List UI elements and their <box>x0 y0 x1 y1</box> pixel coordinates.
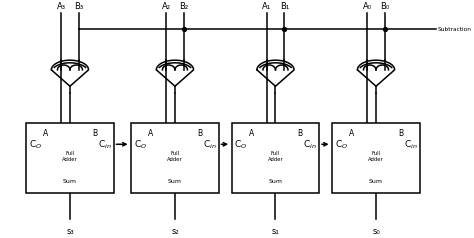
Text: A₀: A₀ <box>363 2 372 11</box>
Text: A: A <box>43 129 48 138</box>
Text: Full
Adder: Full Adder <box>167 151 183 162</box>
Text: B₀: B₀ <box>380 2 390 11</box>
Text: s₃: s₃ <box>66 227 74 236</box>
Text: C$_{in}$: C$_{in}$ <box>404 138 418 150</box>
Text: s₂: s₂ <box>171 227 179 236</box>
Text: s₁: s₁ <box>272 227 279 236</box>
Bar <box>131 123 219 193</box>
Text: B: B <box>398 129 403 138</box>
Text: C$_{in}$: C$_{in}$ <box>303 138 317 150</box>
Text: C$_O$: C$_O$ <box>234 138 247 150</box>
Text: A₃: A₃ <box>56 2 65 11</box>
Text: A₁: A₁ <box>262 2 271 11</box>
Text: C$_O$: C$_O$ <box>335 138 348 150</box>
Text: B: B <box>92 129 97 138</box>
Text: Sum: Sum <box>369 179 383 184</box>
Text: Sum: Sum <box>168 179 182 184</box>
Text: C$_O$: C$_O$ <box>28 138 42 150</box>
Text: A: A <box>248 129 254 138</box>
Text: Sum: Sum <box>63 179 77 184</box>
Text: C$_{in}$: C$_{in}$ <box>98 138 112 150</box>
Text: B₂: B₂ <box>179 2 189 11</box>
Text: A: A <box>349 129 354 138</box>
Text: s₀: s₀ <box>372 227 380 236</box>
Text: Full
Adder: Full Adder <box>368 151 384 162</box>
Text: Full
Adder: Full Adder <box>62 151 78 162</box>
Text: A₂: A₂ <box>162 2 171 11</box>
Text: B₃: B₃ <box>74 2 83 11</box>
Text: C$_{in}$: C$_{in}$ <box>203 138 217 150</box>
Text: B: B <box>297 129 302 138</box>
Text: Subtraction: Subtraction <box>438 27 472 32</box>
Bar <box>232 123 319 193</box>
Text: C$_O$: C$_O$ <box>134 138 146 150</box>
Bar <box>27 123 113 193</box>
Bar <box>332 123 419 193</box>
Text: Sum: Sum <box>268 179 283 184</box>
Text: A: A <box>148 129 153 138</box>
Text: B: B <box>197 129 202 138</box>
Text: B₁: B₁ <box>280 2 289 11</box>
Text: Full
Adder: Full Adder <box>268 151 283 162</box>
